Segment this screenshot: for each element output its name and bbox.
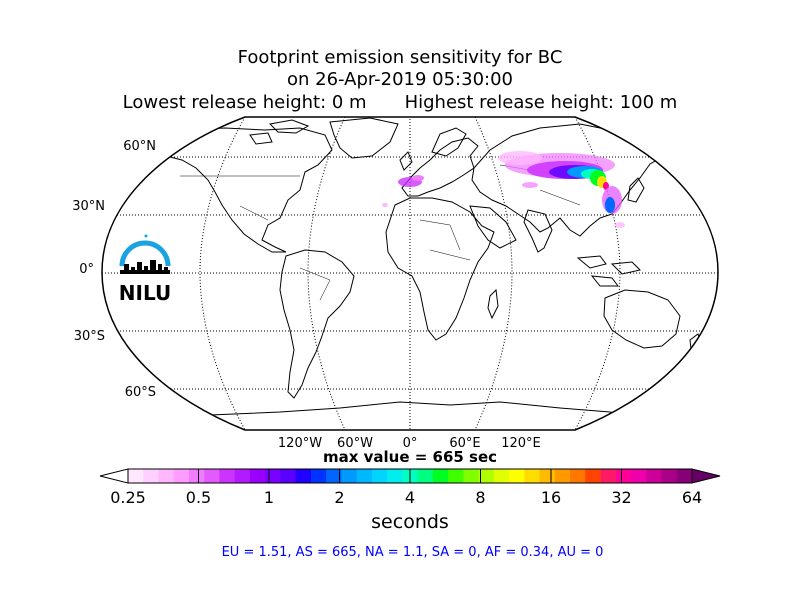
lowest-release-height: Lowest release height: 0 m: [122, 92, 367, 113]
region-summary: EU = 1.51, AS = 665, NA = 1.1, SA = 0, A…: [221, 545, 604, 560]
lon-label-60w: 60°W: [337, 436, 373, 451]
footprint-sensitivity: [382, 151, 625, 228]
colorbar-cell: [585, 469, 601, 483]
nilu-logo-text: NILU: [119, 281, 171, 305]
colorbar-cell: [234, 469, 251, 483]
colorbar-cell: [539, 469, 556, 483]
colorbar-under-arrow: [99, 468, 129, 484]
nilu-logo: NILU: [119, 234, 171, 305]
colorbar-tick-label: 1: [263, 488, 275, 507]
max-value-label: max value = 665 sec: [322, 448, 498, 466]
colorbar-cell: [188, 469, 205, 483]
colorbar-cell: [295, 469, 312, 483]
lon-label-120e: 120°E: [501, 436, 541, 451]
colorbar-cell: [204, 469, 220, 483]
colorbar-tick-label: 64: [681, 488, 703, 507]
colorbar: [99, 468, 721, 484]
colorbar-cell: [341, 469, 358, 483]
colorbar-cell: [478, 469, 495, 483]
colorbar-cell: [676, 469, 693, 483]
colorbar-tick-label: 32: [611, 488, 632, 507]
colorbar-units: seconds: [371, 511, 449, 533]
figure-title: Footprint emission sensitivity for BC: [237, 47, 563, 68]
lat-label-60n: 60°N: [123, 139, 156, 154]
coastlines: [149, 117, 703, 430]
colorbar-tick-label: 4: [404, 488, 416, 507]
lat-label-30s: 30°S: [73, 329, 105, 344]
colorbar-cell: [509, 469, 525, 483]
colorbar-cell: [570, 469, 586, 483]
lat-label-0: 0°: [79, 262, 94, 277]
colorbar-cell: [448, 469, 464, 483]
colorbar-tick-label: 2: [334, 488, 345, 507]
colorbar-cell: [661, 469, 678, 483]
lon-label-60e: 60°E: [449, 436, 481, 451]
colorbar-cell: [143, 469, 159, 483]
colorbar-cell: [646, 469, 662, 483]
colorbar-cell: [310, 469, 327, 483]
lat-label-60s: 60°S: [124, 385, 156, 400]
map-boundary: [101, 116, 719, 431]
colorbar-tick-label: 0.25: [110, 488, 146, 507]
colorbar-cell: [524, 469, 540, 483]
colorbar-cell: [219, 469, 236, 483]
colorbar-cell: [631, 469, 647, 483]
lat-label-30n: 30°N: [72, 199, 105, 214]
colorbar-cell: [128, 469, 144, 483]
colorbar-cell: [326, 469, 342, 483]
colorbar-cell: [173, 469, 190, 483]
colorbar-tick-label: 0.5: [185, 488, 212, 507]
lon-label-120w: 120°W: [277, 436, 323, 451]
colorbar-tick-label: 16: [540, 488, 562, 507]
figure-date: on 26-Apr-2019 05:30:00: [286, 69, 513, 90]
colorbar-tick-label: 8: [475, 488, 486, 507]
colorbar-cell: [387, 469, 403, 483]
lon-label-0: 0°: [402, 436, 418, 451]
colorbar-cell: [280, 469, 297, 483]
colorbar-over-arrow: [691, 468, 721, 484]
colorbar-cell: [600, 469, 617, 483]
release-heights: Lowest release height: 0 m Highest releas…: [0, 92, 800, 114]
colorbar-cell: [417, 469, 434, 483]
colorbar-cell: [493, 469, 510, 483]
colorbar-cell: [249, 469, 266, 483]
colorbar-cell: [554, 469, 571, 483]
colorbar-cell: [371, 469, 388, 483]
colorbar-cell: [615, 469, 632, 483]
highest-release-height: Highest release height: 100 m: [404, 92, 678, 113]
colorbar-cell: [158, 469, 175, 483]
colorbar-cell: [463, 469, 479, 483]
colorbar-cell: [265, 469, 281, 483]
colorbar-cell: [356, 469, 373, 483]
colorbar-cell: [432, 469, 449, 483]
